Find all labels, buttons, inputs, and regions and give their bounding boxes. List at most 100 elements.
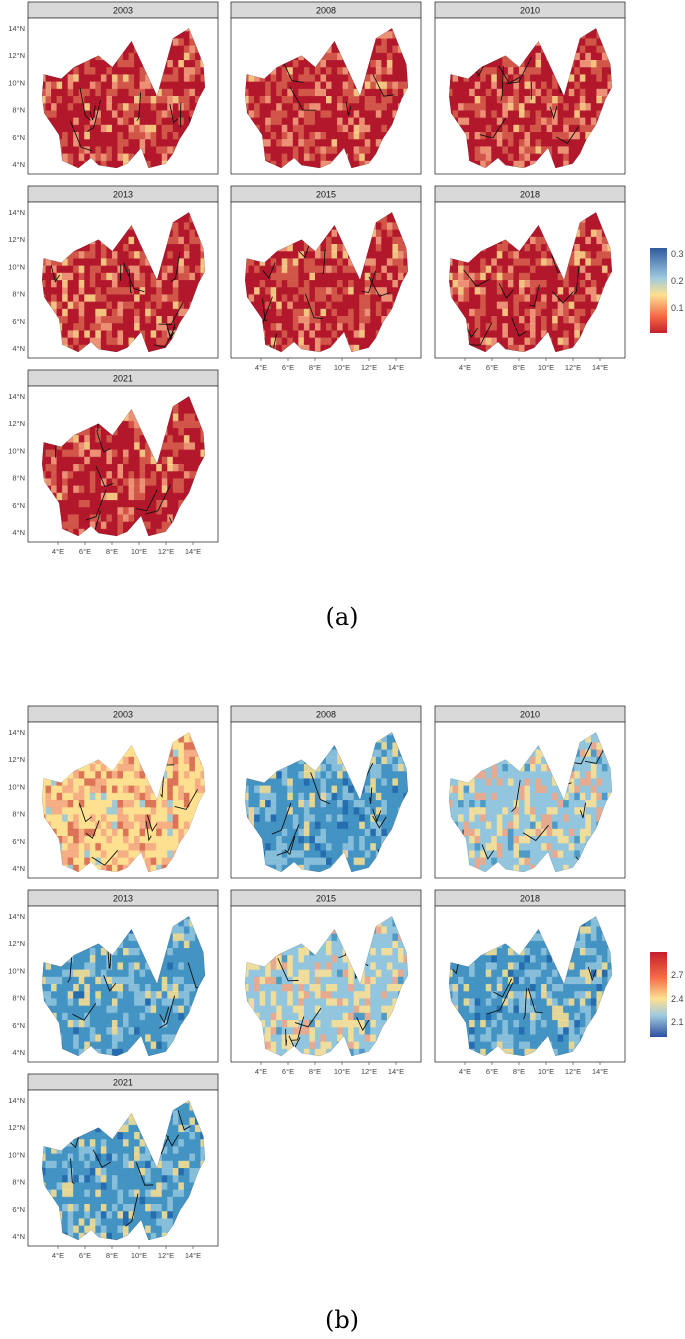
caption-a: (a) [325, 603, 358, 631]
state-boundary [104, 975, 116, 990]
lat-tick-label: 10°N [8, 446, 25, 455]
state-boundary [370, 788, 372, 804]
facet-panel: 2003 14°N 12°N 10°N 8°N 6°N 4°N [8, 705, 219, 878]
lon-tick-label: 8°E [106, 1251, 118, 1260]
lon-tick-label: 8°E [106, 547, 118, 556]
lon-tick-label: 6°E [486, 1067, 498, 1076]
country-outline [245, 28, 408, 168]
lon-tick-label: 10°E [538, 363, 554, 372]
lat-tick-label: 10°N [8, 966, 25, 975]
state-boundary [580, 803, 585, 818]
country-outline [42, 212, 205, 352]
lat-tick-label: 10°N [8, 262, 25, 271]
state-boundary [166, 1134, 179, 1146]
facet-panel: 2003 14°N 12°N 10°N 8°N 6°N 4°N [8, 1, 219, 174]
state-boundary [159, 302, 184, 325]
state-boundary [346, 102, 351, 116]
state-boundary [299, 240, 311, 257]
country-outline [42, 1100, 205, 1240]
country-outline [42, 396, 205, 536]
facet-year-label: 2013 [113, 894, 133, 904]
lon-tick-label: 8°E [513, 1067, 525, 1076]
lon-tick-label: 4°E [52, 547, 64, 556]
state-boundary [277, 824, 299, 855]
state-boundary [170, 104, 178, 123]
lon-tick-label: 14°E [185, 1251, 201, 1260]
lat-tick-label: 4°N [12, 864, 25, 873]
lon-tick-label: 14°E [388, 1067, 404, 1076]
state-boundary [512, 318, 527, 336]
lon-tick-label: 6°E [282, 1067, 294, 1076]
lon-tick-label: 8°E [309, 363, 321, 372]
facet-year-label: 2003 [113, 710, 133, 720]
lon-tick-label: 8°E [513, 363, 525, 372]
lon-tick-label: 4°E [52, 1251, 64, 1260]
state-boundary [80, 88, 91, 121]
lat-tick-label: 14°N [8, 24, 25, 33]
lon-tick-label: 14°E [592, 363, 608, 372]
facet-panel: 2010 [434, 705, 626, 878]
facet-panel: 2008 [230, 1, 422, 174]
state-boundary [123, 263, 144, 292]
state-boundary [553, 291, 574, 303]
lon-tick-label: 8°E [309, 1067, 321, 1076]
state-boundary [70, 121, 92, 151]
lat-tick-label: 4°N [12, 528, 25, 537]
facet-year-label: 2018 [520, 190, 540, 200]
facet-panel: 2010 [434, 1, 626, 174]
state-boundary [178, 1110, 190, 1129]
facet-year-label: 2008 [316, 710, 336, 720]
lat-tick-label: 12°N [8, 939, 25, 948]
lon-tick-label: 4°E [459, 1067, 471, 1076]
lon-tick-label: 4°E [255, 363, 267, 372]
facet-year-label: 2013 [113, 190, 133, 200]
state-boundary [126, 1194, 138, 1227]
state-boundary [272, 803, 291, 834]
state-boundary [524, 988, 527, 1019]
state-boundary [92, 850, 118, 865]
facet-year-label: 2015 [316, 894, 336, 904]
lat-tick-label: 14°N [8, 208, 25, 217]
lat-tick-label: 12°N [8, 419, 25, 428]
facet-panel: 2021 14°N 12°N 10°N 8°N 6°N 4°N 4°E 6°E 8°E 10°E 12… [8, 369, 219, 556]
lon-tick-label: 4°E [459, 363, 471, 372]
state-boundary [136, 490, 157, 511]
state-boundary [263, 298, 268, 320]
lon-tick-label: 6°E [282, 363, 294, 372]
lon-tick-label: 10°E [131, 547, 147, 556]
lat-tick-label: 8°N [12, 994, 25, 1003]
state-boundary [175, 789, 198, 809]
lon-tick-label: 12°E [361, 1067, 377, 1076]
lon-tick-label: 12°E [158, 1251, 174, 1260]
facet-year-label: 2021 [113, 374, 133, 384]
lat-tick-label: 6°N [12, 1021, 25, 1030]
state-boundary [71, 1158, 75, 1183]
state-boundary [373, 809, 381, 821]
lon-tick-label: 12°E [361, 363, 377, 372]
country-outline [42, 916, 205, 1056]
state-boundary [136, 1163, 153, 1186]
lon-tick-label: 12°E [565, 1067, 581, 1076]
state-boundary [93, 1150, 111, 1168]
state-boundary [79, 803, 91, 821]
state-boundary [145, 485, 170, 514]
state-boundary [529, 285, 539, 307]
country-outline [449, 916, 612, 1056]
state-boundary [464, 270, 490, 286]
facet-panel: 2021 14°N 12°N 10°N 8°N 6°N 4°N 4°E 6°E 8°E 10°E 12… [8, 1073, 219, 1260]
state-boundary [280, 56, 303, 82]
facet-year-label: 2010 [520, 710, 540, 720]
lon-tick-label: 12°E [158, 547, 174, 556]
state-boundary [90, 106, 96, 120]
colorbar-b [650, 952, 667, 1037]
state-boundary [285, 836, 295, 854]
state-boundary [295, 1008, 321, 1027]
lat-tick-label: 14°N [8, 728, 25, 737]
state-boundary [147, 815, 157, 831]
facet-year-label: 2008 [316, 6, 336, 16]
country-outline [245, 212, 408, 352]
lon-tick-label: 6°E [486, 363, 498, 372]
state-boundary [278, 958, 299, 981]
facet-panel: 2018 4°E 6°E 8°E 10°E 12°E 14°E [434, 889, 626, 1076]
legend-b-tick: 2.7 [671, 970, 684, 980]
